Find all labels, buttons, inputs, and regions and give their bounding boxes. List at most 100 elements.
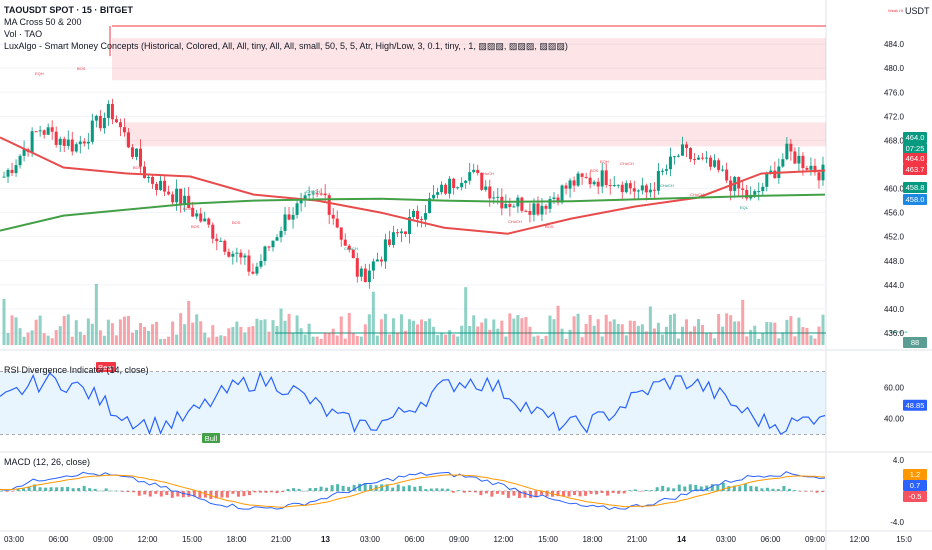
macd-histogram-bar: [562, 491, 566, 497]
macd-histogram-bar: [308, 488, 312, 491]
macd-histogram-bar: [440, 488, 444, 491]
volume-bar: [600, 336, 604, 345]
indicator-volume[interactable]: Vol · TAO: [4, 29, 43, 39]
macd-badge: [903, 480, 927, 491]
candle-body: [327, 195, 331, 215]
candle-body: [664, 169, 668, 171]
macd-title[interactable]: MACD (12, 26, close): [4, 457, 91, 467]
candle-body: [721, 169, 725, 171]
candle-body: [219, 240, 223, 242]
smc-label: EQL: [740, 205, 749, 210]
bearish-order-block: [112, 38, 826, 81]
symbol-title[interactable]: TAOUSDT SPOT · 15 · BITGET: [4, 5, 133, 15]
candle-body: [58, 138, 62, 145]
volume-bar: [34, 319, 38, 345]
volume-bar: [492, 319, 496, 345]
macd-histogram-bar: [385, 484, 389, 491]
volume-bar: [355, 335, 359, 345]
bear-badge: [96, 362, 116, 372]
candle-body: [54, 131, 58, 145]
volume-bar: [66, 314, 70, 345]
candle-body: [159, 180, 163, 191]
candle-body: [74, 144, 78, 152]
volume-bar: [524, 317, 528, 345]
macd-histogram-bar: [451, 491, 455, 493]
candle-body: [151, 177, 155, 184]
candle-body: [307, 194, 311, 196]
indicator-ma-cross[interactable]: MA Cross 50 & 200: [4, 17, 82, 27]
time-label: 09:00: [805, 535, 826, 544]
candle-body: [620, 184, 624, 193]
volume-bar: [347, 313, 351, 345]
time-label: 03:00: [4, 535, 25, 544]
volume-bar: [821, 314, 825, 345]
price-badge: [903, 194, 927, 205]
candle-body: [805, 167, 809, 170]
candle-body: [684, 144, 689, 149]
candle-body: [10, 169, 14, 174]
macd-histogram-bar: [600, 491, 604, 494]
candle-body: [14, 165, 18, 174]
volume-bar: [223, 336, 227, 345]
candle-body: [624, 183, 628, 193]
candle-body: [347, 245, 351, 250]
smc-label: CHoCH: [690, 192, 704, 197]
macd-histogram-bar: [567, 491, 571, 497]
volume-bar: [624, 335, 628, 345]
volume-bar: [604, 314, 608, 345]
volume-bar: [640, 324, 644, 345]
candle-body: [195, 213, 199, 217]
candle-body: [640, 185, 644, 191]
volume-bar: [701, 324, 705, 345]
currency-label[interactable]: USDT: [905, 6, 930, 16]
price-tick-label: 452.0: [884, 233, 905, 242]
macd-histogram-bar: [710, 484, 714, 491]
macd-histogram-bar: [55, 487, 59, 491]
macd-histogram-bar: [683, 486, 687, 491]
candle-body: [813, 165, 817, 173]
macd-histogram-bar: [258, 491, 262, 493]
volume-bar: [130, 332, 134, 345]
volume-bar: [110, 323, 114, 345]
candle-body: [548, 198, 552, 209]
macd-histogram-bar: [479, 491, 483, 496]
macd-histogram-bar: [771, 488, 775, 491]
macd-histogram-bar: [137, 491, 141, 496]
macd-histogram-bar: [352, 485, 356, 491]
volume-bar: [323, 332, 327, 345]
macd-histogram-bar: [275, 491, 279, 494]
candle-body: [383, 239, 387, 262]
candle-body: [122, 127, 126, 133]
volume-bar: [151, 324, 155, 345]
volume-bar: [652, 328, 656, 345]
volume-bar: [532, 336, 536, 345]
volume-bar: [363, 324, 367, 345]
smc-label: BOS: [77, 66, 86, 71]
candle-body: [544, 205, 548, 209]
volume-bar: [14, 317, 18, 345]
macd-histogram-bar: [198, 491, 202, 498]
volume-bar: [134, 329, 138, 345]
candle-body: [90, 120, 94, 142]
volume-bar: [729, 315, 733, 345]
indicator-luxalgo[interactable]: LuxAlgo - Smart Money Concepts (Historic…: [4, 41, 568, 51]
candle-body: [363, 268, 367, 283]
candle-body: [456, 187, 460, 189]
macd-histogram-bar: [694, 484, 698, 491]
volume-bar: [54, 330, 58, 345]
volume-bar: [367, 314, 371, 345]
volume-bar: [203, 332, 207, 345]
volume-bar: [327, 332, 331, 345]
candle-body: [98, 115, 102, 129]
candle-body: [203, 218, 207, 222]
price-tick-label: 468.0: [884, 136, 905, 145]
candle-body: [552, 197, 556, 199]
volume-bar: [620, 324, 624, 345]
volume-bars: [2, 283, 825, 345]
candle-body: [102, 117, 106, 129]
volume-bar: [207, 337, 211, 345]
volume-bar: [391, 318, 395, 345]
rsi-title[interactable]: RSI Divergence Indicator (14, close): [4, 365, 149, 375]
candle-body: [179, 188, 183, 205]
candle-body: [636, 190, 640, 192]
